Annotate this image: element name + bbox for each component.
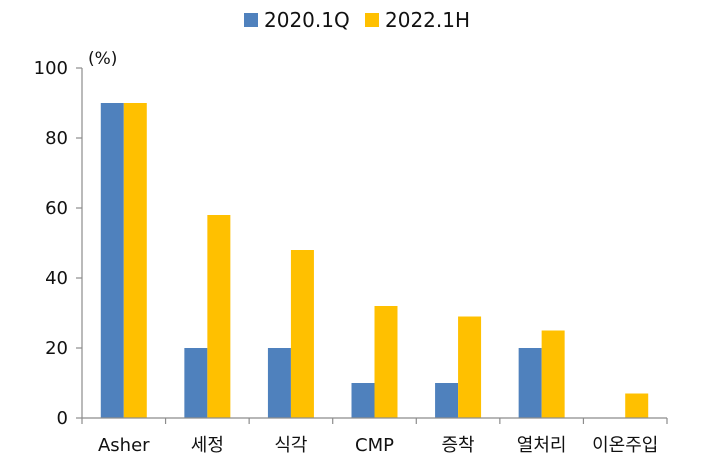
bar-series2 <box>123 103 147 418</box>
x-category-label: 세정 <box>191 435 224 456</box>
y-tick-label: 40 <box>45 268 68 289</box>
x-category-label: 열처리 <box>517 435 567 456</box>
bar-series1 <box>351 383 375 418</box>
x-category-label: CMP <box>355 435 394 456</box>
x-axis: Asher 세정 식각 CMP 증착 열처리 이온주입 <box>81 417 668 456</box>
bar-series2 <box>541 330 565 418</box>
y-tick-label: 80 <box>45 128 68 149</box>
bar-series2 <box>207 215 231 418</box>
bar-series2 <box>458 316 482 418</box>
y-tick-label: 100 <box>34 58 68 79</box>
bar-series1 <box>435 383 459 418</box>
y-tick-label: 20 <box>45 338 68 359</box>
legend-label: 2022.1H <box>385 8 470 32</box>
legend-label: 2020.1Q <box>264 8 350 32</box>
x-category-label: Asher <box>98 435 150 456</box>
y-axis-unit-label: (%) <box>88 49 117 69</box>
bar-group <box>100 103 649 418</box>
x-category-label: 식각 <box>274 435 307 456</box>
y-tick-label: 0 <box>57 408 68 429</box>
y-axis: 0 20 40 60 80 100 <box>34 58 83 429</box>
bar-series1 <box>100 103 124 418</box>
bar-series1 <box>184 348 208 418</box>
bar-series1 <box>267 348 291 418</box>
legend-swatch <box>365 13 379 27</box>
bar-series2 <box>290 250 314 418</box>
y-tick-label: 60 <box>45 198 68 219</box>
bar-series2 <box>374 306 398 418</box>
x-category-label: 이온주입 <box>592 435 658 456</box>
chart-legend: 2020.1Q 2022.1H <box>244 8 470 32</box>
bar-series1 <box>518 348 542 418</box>
bar-series2 <box>625 393 649 418</box>
legend-swatch <box>244 13 258 27</box>
x-category-label: 증착 <box>442 435 475 456</box>
